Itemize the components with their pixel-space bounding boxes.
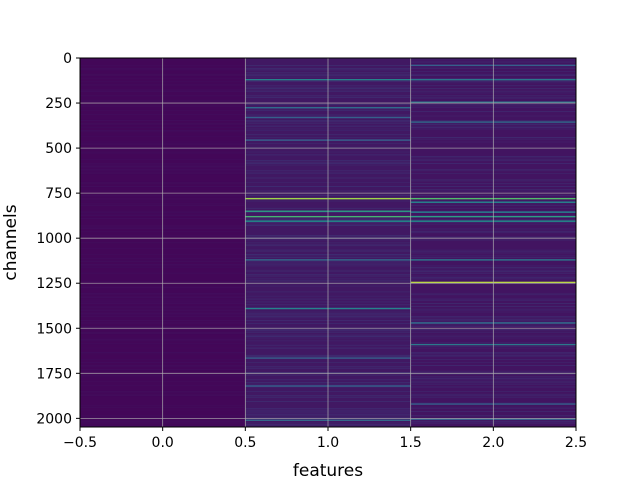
x-tick-label: 0.5 xyxy=(234,435,256,451)
x-axis-label: features xyxy=(293,461,363,480)
x-axis-ticks: −0.5 0.0 0.5 1.0 1.5 2.0 2.5 xyxy=(63,427,587,451)
y-axis-label: channels xyxy=(1,204,21,280)
x-tick-label: −0.5 xyxy=(63,435,97,451)
y-axis-ticks: 0 250 500 750 1000 1250 1500 1750 2000 xyxy=(36,51,80,427)
y-tick-label: 500 xyxy=(45,141,72,157)
y-tick-label: 250 xyxy=(45,96,72,112)
y-tick-label: 1250 xyxy=(36,276,72,292)
y-tick-label: 1000 xyxy=(36,231,72,247)
y-tick-label: 0 xyxy=(63,51,72,67)
x-tick-label: 2.5 xyxy=(565,435,587,451)
y-tick-label: 2000 xyxy=(36,411,72,427)
x-tick-label: 0.0 xyxy=(152,435,174,451)
y-tick-label: 750 xyxy=(45,186,72,202)
x-tick-label: 2.0 xyxy=(482,435,504,451)
x-tick-label: 1.0 xyxy=(317,435,339,451)
y-tick-label: 1500 xyxy=(36,321,72,337)
y-tick-label: 1750 xyxy=(36,366,72,382)
x-tick-label: 1.5 xyxy=(400,435,422,451)
